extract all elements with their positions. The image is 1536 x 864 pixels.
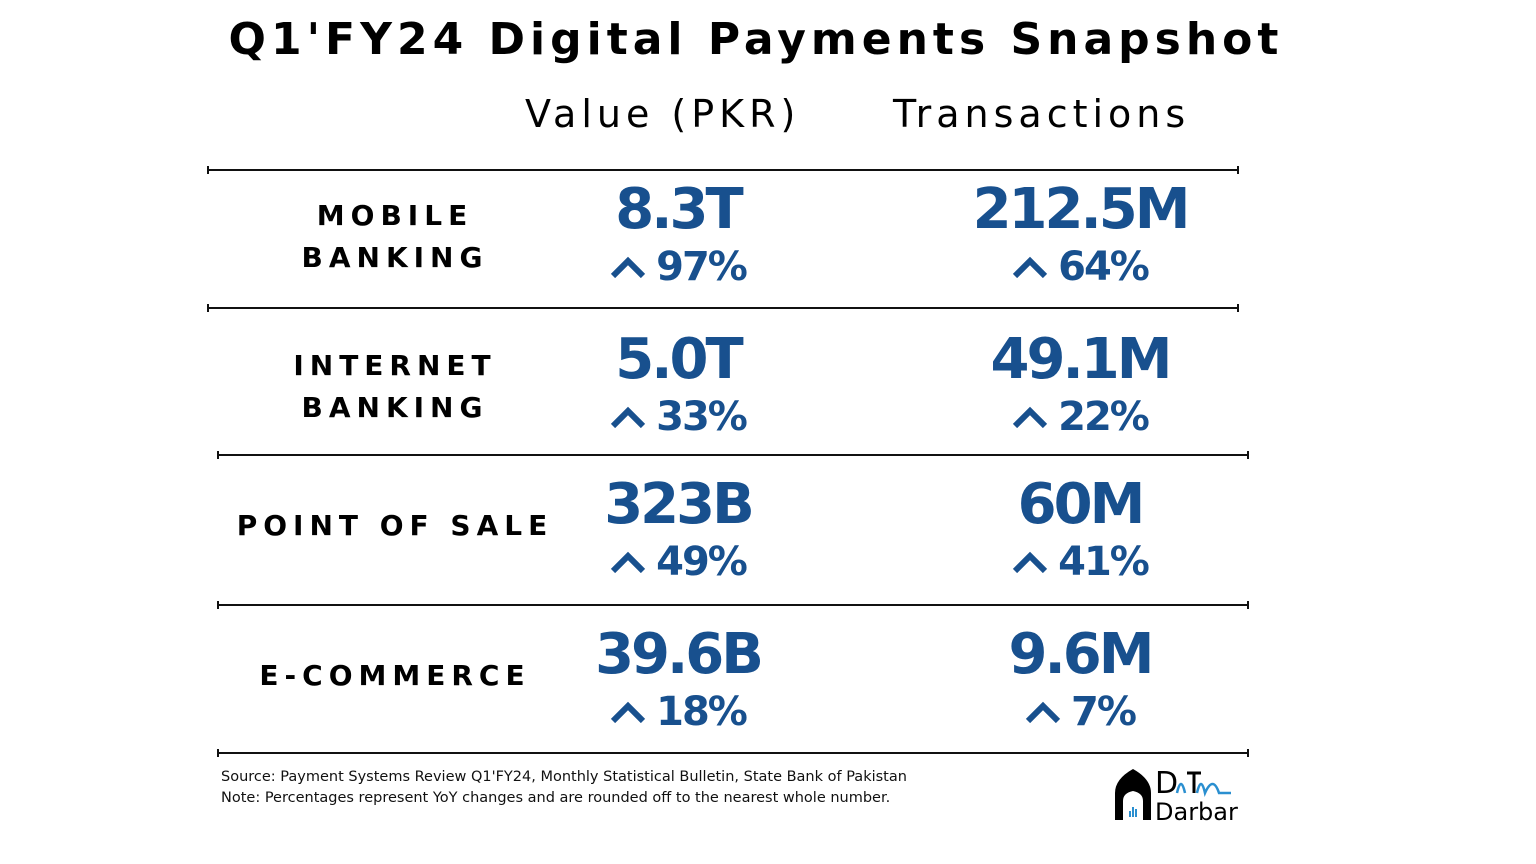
value-change: 33%: [498, 392, 858, 442]
transactions-change: 64%: [900, 242, 1260, 292]
source-note: Source: Payment Systems Review Q1'FY24, …: [221, 769, 907, 785]
column-header-value: Value (PKR): [525, 92, 801, 136]
transactions-change-percent: 7%: [1071, 689, 1137, 735]
value-amount: 39.6B: [595, 622, 764, 687]
category-label-line: BANKING: [301, 241, 489, 274]
data-darbar-logo: D Darbar: [1115, 766, 1238, 825]
transactions-cell: 49.1M 22%: [900, 330, 1260, 442]
divider: [217, 749, 1249, 757]
value-change-percent: 97%: [656, 244, 748, 290]
rounding-note: Note: Percentages represent YoY changes …: [221, 790, 891, 806]
transactions-change: 7%: [900, 687, 1260, 737]
value-change-percent: 49%: [656, 539, 748, 585]
divider: [217, 601, 1249, 609]
divider: [207, 166, 1239, 174]
divider: [207, 304, 1239, 312]
chevron-up-icon: [611, 701, 646, 723]
value-amount: 5.0T: [615, 327, 743, 392]
transactions-cell: 9.6M 7%: [900, 625, 1260, 737]
transactions-cell: 60M 41%: [900, 475, 1260, 587]
chevron-up-icon: [611, 406, 646, 428]
transactions-count: 212.5M: [972, 177, 1191, 242]
chevron-up-icon: [1025, 701, 1061, 723]
column-header-transactions: Transactions: [893, 92, 1191, 136]
value-change-percent: 18%: [656, 689, 748, 735]
value-change: 18%: [498, 687, 858, 737]
transactions-change-percent: 64%: [1058, 244, 1150, 290]
category-label-line: POINT OF SALE: [236, 509, 554, 542]
value-amount: 323B: [604, 472, 755, 537]
category-label-line: MOBILE: [316, 199, 474, 232]
value-cell: 5.0T 33%: [498, 330, 858, 442]
transactions-count: 60M: [1017, 472, 1146, 537]
transactions-change: 41%: [900, 537, 1260, 587]
category-label: INTERNET BANKING: [215, 345, 575, 429]
page-title: Q1'FY24 Digital Payments Snapshot: [228, 14, 1284, 65]
divider: [217, 451, 1249, 459]
value-cell: 323B 49%: [498, 475, 858, 587]
transactions-count: 49.1M: [990, 327, 1173, 392]
transactions-change-percent: 22%: [1058, 394, 1150, 440]
value-change: 97%: [498, 242, 858, 292]
svg-text:D: D: [1155, 766, 1178, 801]
chevron-up-icon: [1013, 256, 1048, 278]
chevron-up-icon: [611, 256, 646, 278]
chevron-up-icon: [611, 551, 646, 573]
value-change: 49%: [498, 537, 858, 587]
transactions-count: 9.6M: [1008, 622, 1155, 687]
category-label-line: INTERNET: [293, 349, 497, 382]
value-cell: 39.6B 18%: [498, 625, 858, 737]
footer: Source: Payment Systems Review Q1'FY24, …: [221, 767, 907, 809]
transactions-change: 22%: [900, 392, 1260, 442]
value-cell: 8.3T 97%: [498, 180, 858, 292]
transactions-cell: 212.5M 64%: [900, 180, 1260, 292]
category-label-line: BANKING: [301, 391, 489, 424]
chevron-up-icon: [1013, 551, 1048, 573]
category-label: MOBILE BANKING: [215, 195, 575, 279]
chevron-up-icon: [1013, 406, 1048, 428]
category-label-line: E-COMMERCE: [259, 659, 531, 692]
category-label: POINT OF SALE: [215, 505, 575, 547]
transactions-change-percent: 41%: [1058, 539, 1150, 585]
value-change-percent: 33%: [656, 394, 748, 440]
svg-text:Darbar: Darbar: [1155, 798, 1238, 825]
value-amount: 8.3T: [615, 177, 743, 242]
category-label: E-COMMERCE: [215, 655, 575, 697]
